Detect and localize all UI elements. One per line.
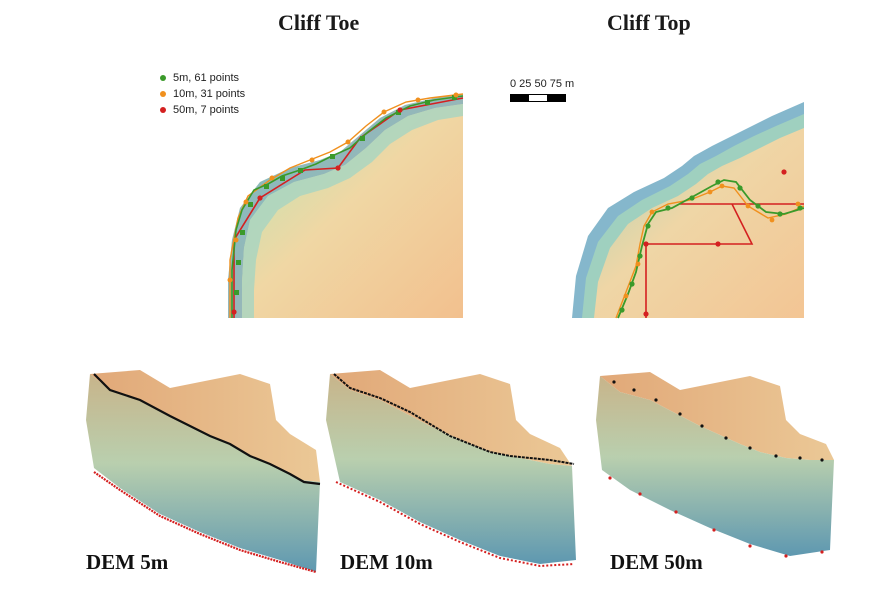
dem-10m-label: DEM 10m [340,550,433,574]
scale-bar-labels: 0 25 50 75 m [510,78,575,90]
legend-item-10m: 10m, 31 points [160,86,245,102]
legend-label-50m: 50m, 7 points [173,104,240,116]
dem-50m-view [596,372,834,558]
legend-marker-10m [160,91,166,97]
legend-label-5m: 5m, 61 points [173,72,240,84]
legend-item-50m: 50m, 7 points [160,102,245,118]
dem-10m-view [326,370,576,568]
scale-bar-graphic [510,94,566,102]
legend-label-10m: 10m, 31 points [173,88,246,100]
legend-marker-5m [160,75,166,81]
cliff-top-map [572,102,804,319]
legend: 5m, 61 points 10m, 31 points 50m, 7 poin… [160,70,245,118]
legend-marker-50m [160,107,166,113]
cliff-toe-map [227,92,464,318]
cliff-toe-title: Cliff Toe [278,10,360,35]
dem-50m-label: DEM 50m [610,550,703,574]
scale-bar: 0 25 50 75 m [510,78,574,102]
legend-item-5m: 5m, 61 points [160,70,245,86]
dem-5m-label: DEM 5m [86,550,169,574]
cliff-top-title: Cliff Top [607,10,691,35]
dem-5m-view [86,370,321,574]
